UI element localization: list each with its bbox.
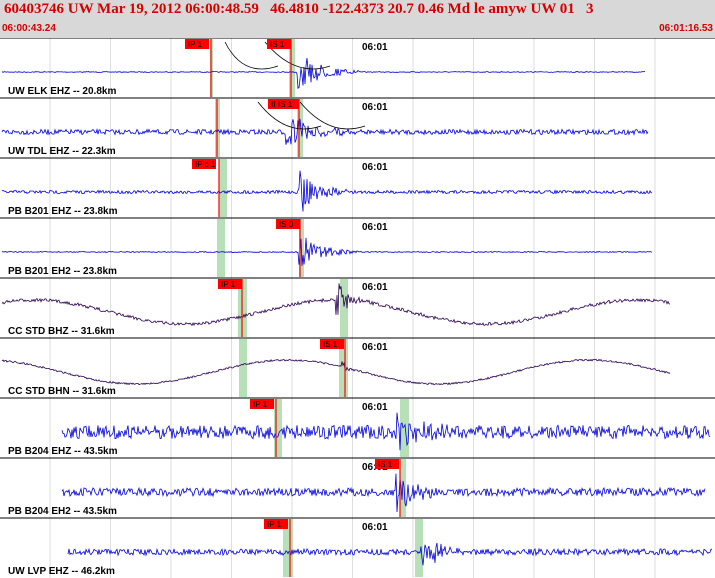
time-tick-label: 06:01	[362, 222, 388, 233]
station-label: PB B201 EH2 -- 23.8km	[8, 266, 117, 277]
pick-window	[340, 279, 348, 337]
time-tick-label: 06:01	[362, 102, 388, 113]
station-label: PB B204 EHZ -- 43.5km	[8, 446, 118, 457]
event-title: 60403746 UW Mar 19, 2012 06:00:48.59 46.…	[4, 1, 594, 17]
seismogram-panel: 06:01 IP 1 IS 1 UW ELK EHZ -- 20.8km 06:01 IP…	[0, 38, 715, 578]
pick-label: IP 1	[267, 520, 282, 529]
pick-window	[415, 519, 423, 577]
pick-window	[339, 339, 348, 397]
waveform-trace	[1, 118, 649, 145]
waveform-trace	[1, 170, 653, 212]
travel-time-curve	[257, 101, 322, 130]
time-tick-label: 06:01	[362, 162, 388, 173]
time-tick-label: 06:01	[362, 42, 388, 53]
pick-flag	[192, 159, 216, 169]
pick-window	[239, 339, 247, 397]
station-label: PB B204 EH2 -- 43.5km	[8, 506, 117, 517]
pick-label: IP c 1	[195, 160, 216, 169]
pick-label: IS 1	[378, 460, 393, 469]
station-label: UW LVP EHZ -- 46.2km	[8, 566, 115, 577]
pick-flag	[275, 99, 299, 109]
pick-label: IP 1	[188, 40, 203, 49]
pick-flag	[218, 279, 242, 289]
end-time-label: 06:01:16.53	[659, 23, 713, 34]
time-tick-label: 06:01	[362, 282, 388, 293]
station-label: UW ELK EHZ -- 20.8km	[8, 86, 116, 97]
time-tick-label: 06:01	[362, 522, 388, 533]
pick-label: IP 1	[253, 400, 268, 409]
travel-time-curve	[224, 41, 279, 70]
pick-label: IS 1	[278, 100, 293, 109]
pick-window	[219, 159, 227, 217]
pick-window	[400, 399, 409, 457]
pick-window	[274, 399, 282, 457]
pick-flag	[185, 39, 209, 49]
waveform-trace	[61, 473, 706, 513]
pick-window	[289, 39, 295, 97]
pick-label: IS 0	[279, 220, 294, 229]
pick-flag	[320, 339, 344, 349]
pick-flag	[250, 399, 274, 409]
event-header: 60403746 UW Mar 19, 2012 06:00:48.59 46.…	[0, 0, 715, 38]
waveform-trace	[1, 237, 653, 266]
pick-flag	[264, 519, 288, 529]
start-time-label: 06:00:43.24	[2, 23, 56, 34]
pick-window	[283, 519, 293, 577]
time-tick-label: 06:01	[362, 402, 388, 413]
waveform-trace	[67, 542, 713, 566]
waveform-trace	[1, 283, 671, 327]
waveform-trace	[1, 58, 645, 89]
time-tick-label: 06:01	[362, 342, 388, 353]
pick-flag	[267, 39, 291, 49]
pick-label: IP 1	[221, 280, 236, 289]
station-label: CC STD BHZ -- 31.6km	[8, 326, 115, 337]
pick-label: IS 1	[323, 340, 338, 349]
station-label: CC STD BHN -- 31.6km	[8, 386, 116, 397]
pick-flag	[375, 459, 399, 469]
pick-flag	[276, 219, 300, 229]
station-label: PB B201 EHZ -- 23.8km	[8, 206, 118, 217]
pick-label: IS 1	[270, 40, 285, 49]
waveform-trace	[1, 358, 671, 386]
waveform-trace	[61, 412, 711, 451]
pick-window	[217, 219, 225, 277]
pick-window	[297, 99, 303, 157]
travel-time-curve	[299, 101, 366, 130]
station-label: UW TDL EHZ -- 22.3km	[8, 146, 116, 157]
